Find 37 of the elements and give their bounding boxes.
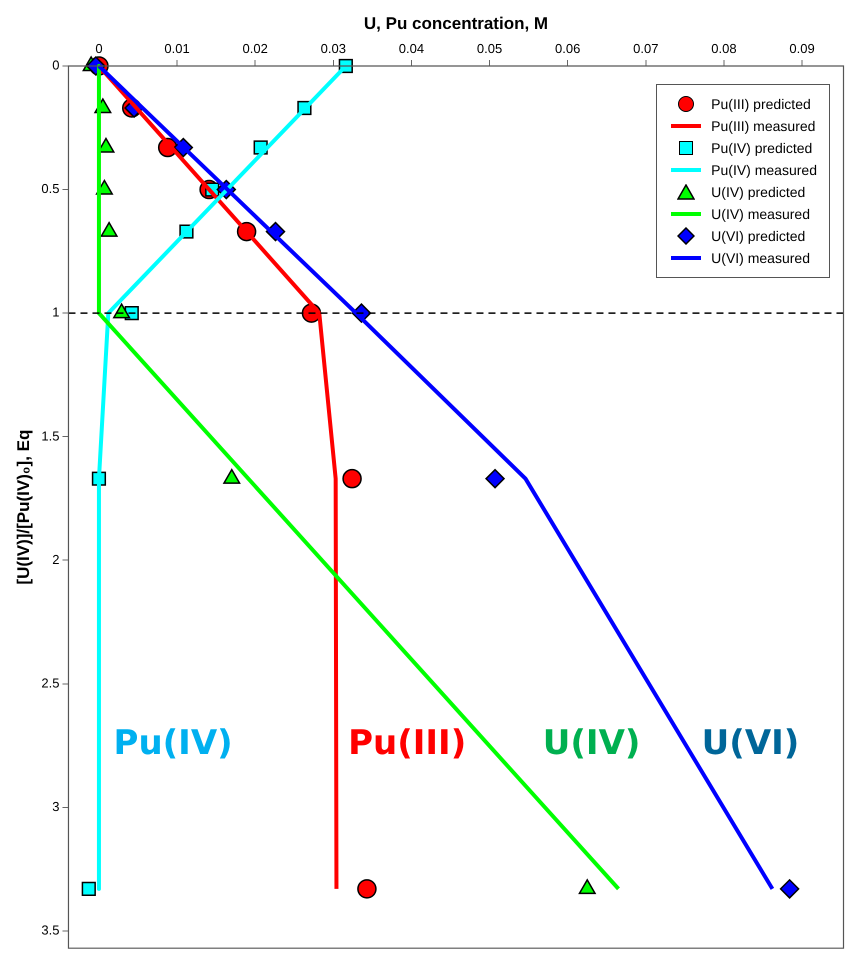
x-tick-label: 0.04 [398,40,424,56]
annotation: Pu(IV) [114,723,233,764]
point [485,468,505,488]
x-tick-label: 0.05 [476,40,502,56]
legend-label: Pu(IV) predicted [711,140,812,156]
x-tick-label: 0.03 [320,40,346,56]
y-tick-label: 3.5 [41,922,60,938]
legend-label: Pu(III) predicted [711,96,811,112]
point [780,879,800,899]
annotation: U(VI) [702,723,800,764]
y-tick-label: 2.5 [41,675,60,690]
x-tick-label: 0.07 [633,40,658,56]
x-axis-title: U, Pu concentration, M [364,14,548,33]
x-tick-label: 0.01 [164,40,190,56]
y-tick-label: 1.5 [41,428,60,444]
x-tick-label: 0.06 [555,40,580,56]
point [82,882,96,896]
y-axis-title: [U(IV)]/[Pu(IV)₀], Eq [14,430,33,585]
y-tick-label: 1 [52,304,60,320]
legend-label: Pu(III) measured [711,118,816,134]
x-tick-label: 0.08 [711,40,737,56]
x-tick-label: 0.02 [242,40,268,56]
legend-label: U(VI) measured [711,250,810,266]
annotation: Pu(III) [348,723,466,764]
x-tick-label: 0 [95,40,103,56]
y-tick-label: 0.5 [41,181,60,196]
x-tick-label: 0.09 [789,40,815,56]
legend-label: U(VI) predicted [711,228,806,244]
legend-label: U(IV) predicted [711,184,806,200]
annotation: U(IV) [542,723,640,764]
legend-label: U(IV) measured [711,206,810,222]
y-tick-label: 3 [52,798,60,814]
y-tick-label: 0 [52,58,60,73]
point [357,879,377,899]
legend-label: Pu(IV) measured [711,162,817,178]
point [342,468,362,488]
y-tick-label: 2 [52,552,60,567]
